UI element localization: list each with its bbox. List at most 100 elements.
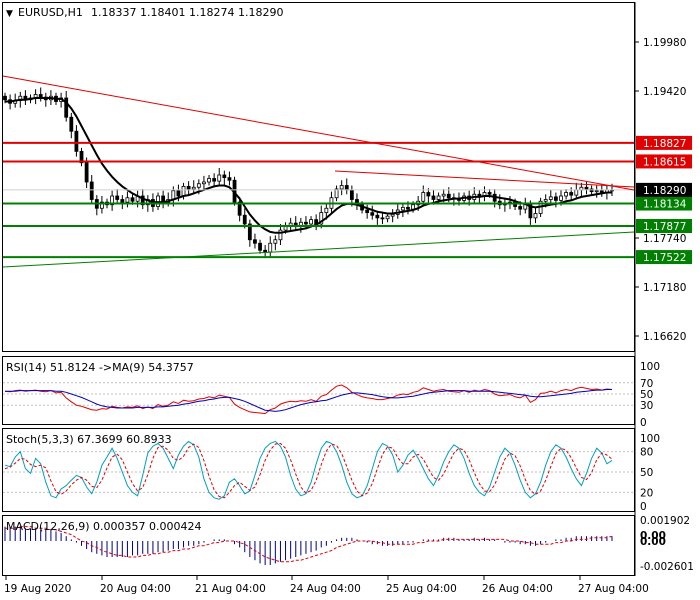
main-symbol-label: EURUSD,H1	[18, 6, 83, 19]
main-price-panel[interactable]	[2, 2, 635, 352]
rsi-ma-line	[5, 389, 612, 412]
candle-body	[140, 195, 145, 206]
candle-body	[242, 214, 247, 225]
time-axis-label: 26 Aug 04:00	[482, 583, 553, 595]
candle-body	[574, 189, 579, 196]
stoch-main-line	[4, 440, 613, 500]
rsi-panel[interactable]	[2, 356, 635, 425]
candle-body	[273, 239, 278, 244]
current-price-tag: 1.18290	[643, 185, 686, 197]
resistance-level-tag-bg	[636, 135, 692, 150]
macd-layer	[4, 526, 613, 565]
stoch-panel[interactable]	[2, 428, 635, 512]
price-axis-label: 1.17180	[643, 282, 686, 294]
support-level-tag-bg	[636, 219, 692, 234]
upper-trend-line	[334, 170, 635, 188]
macd-axis-label: 0.00	[640, 530, 666, 542]
stoch-axis-label: 100	[640, 433, 660, 445]
downtrend-line	[2, 75, 635, 191]
rsi-axis-label: 30	[640, 400, 653, 412]
price-axis-label: 1.16620	[643, 331, 686, 343]
candle-body	[38, 94, 43, 98]
stoch-axis-label: 50	[640, 467, 653, 479]
candle-body	[258, 242, 262, 251]
candle-body	[212, 178, 217, 182]
candle-body	[202, 181, 206, 185]
candle-body	[69, 116, 74, 132]
macd-axis-label: 0.001902	[640, 515, 690, 527]
stoch-axis-label: 80	[640, 447, 653, 459]
time-axis-label: 25 Aug 04:00	[386, 583, 457, 595]
candle-body	[553, 196, 558, 201]
moving-average-line	[5, 97, 612, 234]
candle-body	[176, 190, 181, 197]
candle-body	[421, 192, 426, 202]
candle-body	[278, 229, 283, 241]
candle-body	[186, 185, 191, 190]
time-axis-label: 20 Aug 04:00	[100, 583, 171, 595]
candle-body	[349, 189, 354, 200]
uptrend-line	[2, 231, 635, 268]
candle-body	[100, 201, 104, 209]
candle-body	[309, 219, 313, 225]
rsi-axis-label: 70	[640, 378, 653, 390]
price-axis-label: 1.19420	[643, 86, 686, 98]
candle-body	[3, 95, 7, 101]
candle-body	[263, 249, 268, 253]
candle-body	[217, 174, 222, 182]
candle-body	[406, 206, 410, 210]
resistance-level-tag: 1.18615	[643, 156, 686, 168]
candle-body	[411, 204, 415, 210]
macd-header: MACD(12,26,9) 0.000357 0.000424	[6, 520, 202, 533]
candle-body	[196, 183, 201, 188]
candle-body	[339, 185, 344, 190]
candle-body	[253, 239, 257, 244]
candle-body	[385, 215, 390, 220]
candle-body	[130, 197, 135, 202]
macd-panel[interactable]	[2, 515, 635, 576]
candle-body	[110, 195, 115, 206]
candle-body	[543, 199, 548, 202]
stoch-layer	[3, 440, 634, 500]
support-level-tag-bg	[636, 250, 692, 265]
support-level-tag-bg	[636, 196, 692, 211]
candle-body	[584, 186, 589, 190]
candle-body	[564, 192, 568, 197]
time-axis-label: 27 Aug 04:00	[578, 583, 649, 595]
candle-body	[548, 196, 553, 200]
candle-body	[365, 209, 370, 214]
candle-body	[319, 212, 324, 225]
stoch-axis-label: 20	[640, 487, 653, 499]
candle-body	[207, 178, 211, 183]
support-level-tag: 1.18134	[643, 199, 687, 211]
candle-body	[64, 97, 69, 118]
rsi-layer	[3, 382, 634, 415]
rsi-line	[4, 384, 613, 415]
candle-body	[446, 193, 451, 199]
candle-body	[370, 212, 375, 216]
candle-body	[268, 242, 273, 253]
candle-body	[569, 192, 574, 196]
macd-axis-label: -0.002601	[640, 561, 694, 573]
candle-body	[487, 192, 492, 195]
candle-body	[324, 207, 329, 214]
support-level-tag: 1.17877	[643, 221, 686, 233]
time-axis-label: 19 Aug 2020	[4, 583, 71, 595]
support-level-tag: 1.17522	[643, 252, 686, 264]
rsi-axis-label: 100	[640, 361, 660, 373]
chart-collapse-icon[interactable]: ▼	[6, 9, 13, 19]
candle-body	[436, 195, 441, 200]
candle-body	[79, 150, 84, 164]
candle-body	[518, 206, 523, 210]
candle-body	[528, 204, 533, 219]
candle-body	[181, 185, 186, 197]
candle-body	[375, 214, 380, 219]
candle-body	[191, 186, 196, 190]
candle-body	[559, 195, 563, 201]
candle-body	[431, 195, 436, 200]
candle-body	[304, 221, 308, 225]
resistance-level-tag-bg	[636, 154, 692, 169]
stoch-axis-label: 0	[640, 501, 647, 513]
candle-body	[533, 213, 538, 219]
